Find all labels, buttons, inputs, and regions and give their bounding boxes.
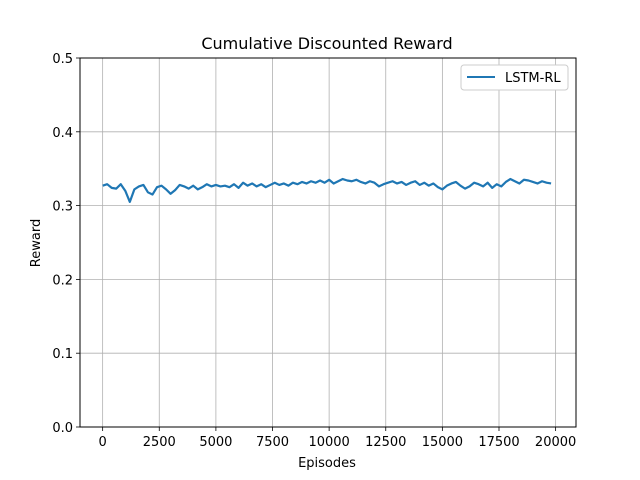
x-tick-label: 0 — [99, 435, 107, 450]
y-tick-label: 0.1 — [52, 347, 73, 362]
plot-frame — [79, 57, 577, 428]
legend-box — [460, 64, 569, 91]
x-tick-label: 20000 — [535, 435, 576, 450]
y-tick-label: 0.3 — [52, 200, 73, 215]
x-axis-label: Episodes — [298, 456, 356, 471]
x-tick-label: 10000 — [308, 435, 349, 450]
x-tick-label: 17500 — [478, 435, 519, 450]
y-axis-label: Reward — [29, 219, 44, 267]
y-tick-label: 0.0 — [52, 421, 73, 436]
x-tick-label: 15000 — [422, 435, 463, 450]
y-tick-label: 0.2 — [52, 273, 73, 288]
x-tick-label: 12500 — [365, 435, 406, 450]
series-layer — [102, 177, 552, 204]
chart-title: Cumulative Discounted Reward — [201, 34, 452, 53]
legend: LSTM-RL — [460, 64, 569, 91]
x-tick-label: 7500 — [256, 435, 289, 450]
y-tick-label: 0.5 — [52, 52, 73, 67]
series-line-lstm-rl — [102, 177, 552, 204]
axis-ticks: 0 2500 5000 7500 10000 12500 15000 17500 20000 0.… — [52, 52, 576, 450]
y-tick-label: 0.4 — [52, 126, 73, 141]
x-tick-label: 2500 — [143, 435, 176, 450]
legend-label-lstm-rl: LSTM-RL — [505, 71, 561, 86]
x-tick-label: 5000 — [199, 435, 232, 450]
